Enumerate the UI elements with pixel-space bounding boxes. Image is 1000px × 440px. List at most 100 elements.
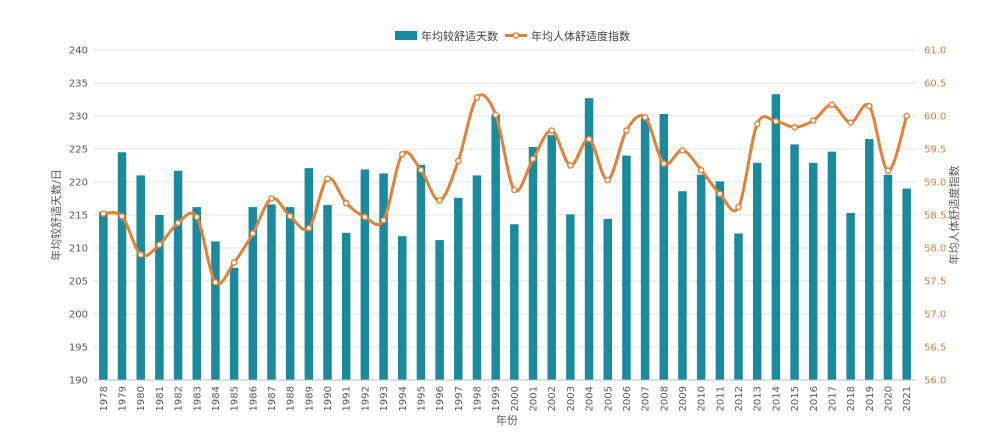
x-tick-label: 1981 [155, 386, 166, 411]
bar [267, 204, 276, 380]
x-tick-label: 1998 [472, 386, 483, 411]
x-tick-label: 1996 [435, 386, 446, 411]
y2-tick-label: 56.5 [924, 343, 946, 354]
x-tick-label: 1986 [248, 386, 259, 411]
line-point [156, 241, 163, 248]
bar [155, 215, 164, 380]
x-tick-label: 2019 [865, 386, 876, 411]
x-tick-label: 2004 [585, 386, 596, 411]
x-tick-label: 1995 [416, 386, 427, 411]
x-tick-label: 2005 [603, 386, 614, 411]
x-tick-label: 1982 [174, 386, 185, 411]
x-tick-label: 1983 [192, 386, 203, 411]
y-axis-title: 年均较舒适天数/日 [49, 169, 63, 261]
y2-axis-title: 年均人体舒适度指数 [947, 166, 961, 265]
line-point [305, 224, 313, 232]
legend-line-marker [512, 32, 520, 39]
line-point [828, 101, 836, 109]
line-point [604, 176, 612, 184]
bar [229, 267, 239, 380]
line-point [174, 219, 182, 227]
x-tick-label: 2002 [547, 386, 558, 411]
bar [696, 174, 706, 380]
index-line [103, 93, 909, 286]
line-point [342, 199, 350, 207]
bar [304, 168, 314, 380]
x-tick-label: 1991 [342, 386, 353, 411]
bar [192, 207, 201, 380]
line-point [361, 213, 369, 221]
line-point [623, 127, 630, 134]
bar [752, 162, 762, 380]
x-tick-label: 1980 [136, 386, 147, 411]
line-point [511, 186, 518, 194]
line-point [454, 157, 462, 165]
x-tick-label: 1993 [379, 386, 390, 411]
line-point [100, 210, 107, 217]
x-tick-label: 1997 [454, 386, 465, 411]
bar [622, 155, 631, 380]
x-tick-label: 2011 [715, 386, 726, 411]
y2-tick-label: 60.0 [924, 112, 946, 123]
bar [640, 117, 650, 380]
line-point [492, 111, 499, 118]
x-tick-label: 1989 [304, 386, 315, 411]
bar [566, 214, 575, 380]
x-tick-label: 2000 [510, 386, 521, 411]
line-point [903, 112, 910, 120]
x-tick-label: 2015 [790, 386, 801, 411]
bar [659, 114, 669, 381]
y2-tick-label: 58.0 [924, 244, 946, 255]
bar-series [99, 94, 911, 381]
line-point [268, 195, 275, 202]
x-tick-label: 1984 [211, 386, 222, 411]
line-point [118, 213, 126, 220]
y-tick-label: 210 [69, 244, 88, 255]
line-point [473, 94, 481, 101]
line-point [286, 213, 294, 220]
line-point [249, 230, 257, 237]
y-tick-label: 205 [69, 277, 88, 288]
y2-tick-label: 59.0 [924, 178, 946, 189]
bar [809, 162, 818, 380]
x-tick-label: 2001 [529, 386, 540, 411]
line-point [753, 120, 761, 128]
x-tick-label: 1987 [267, 386, 278, 411]
bar [360, 169, 370, 380]
bar [379, 173, 388, 380]
line-point [679, 147, 686, 154]
bar [827, 151, 837, 380]
bar [734, 233, 743, 380]
legend: 年均较舒适天数 年均人体舒适度指数 [395, 29, 630, 43]
x-tick-label: 2018 [846, 386, 857, 411]
line-point [847, 119, 854, 126]
y-tick-label: 220 [69, 178, 88, 189]
bar [136, 175, 145, 380]
x-tick-label: 2012 [734, 386, 745, 411]
line-point [735, 203, 742, 211]
line-point [137, 251, 145, 258]
y2-tick-label: 56.0 [924, 376, 946, 387]
line-point [529, 155, 537, 163]
bar [454, 197, 463, 380]
bar [715, 181, 725, 380]
line-point [212, 279, 219, 286]
line-point [567, 162, 574, 169]
bar [416, 164, 426, 380]
y2-tick-label: 60.5 [924, 79, 946, 90]
line-point [791, 123, 798, 131]
bar [323, 205, 332, 380]
line-point [417, 166, 425, 174]
bar [99, 211, 108, 380]
y-tick-label: 225 [69, 145, 88, 156]
x-tick-label: 2016 [809, 386, 820, 411]
bar [547, 135, 556, 380]
x-tick-label: 2020 [883, 386, 894, 411]
y-tick-label: 200 [69, 310, 88, 321]
bar [865, 139, 874, 380]
x-tick-label: 2003 [566, 386, 577, 411]
line-point [660, 160, 668, 167]
bar [883, 174, 893, 380]
bar [603, 218, 612, 380]
